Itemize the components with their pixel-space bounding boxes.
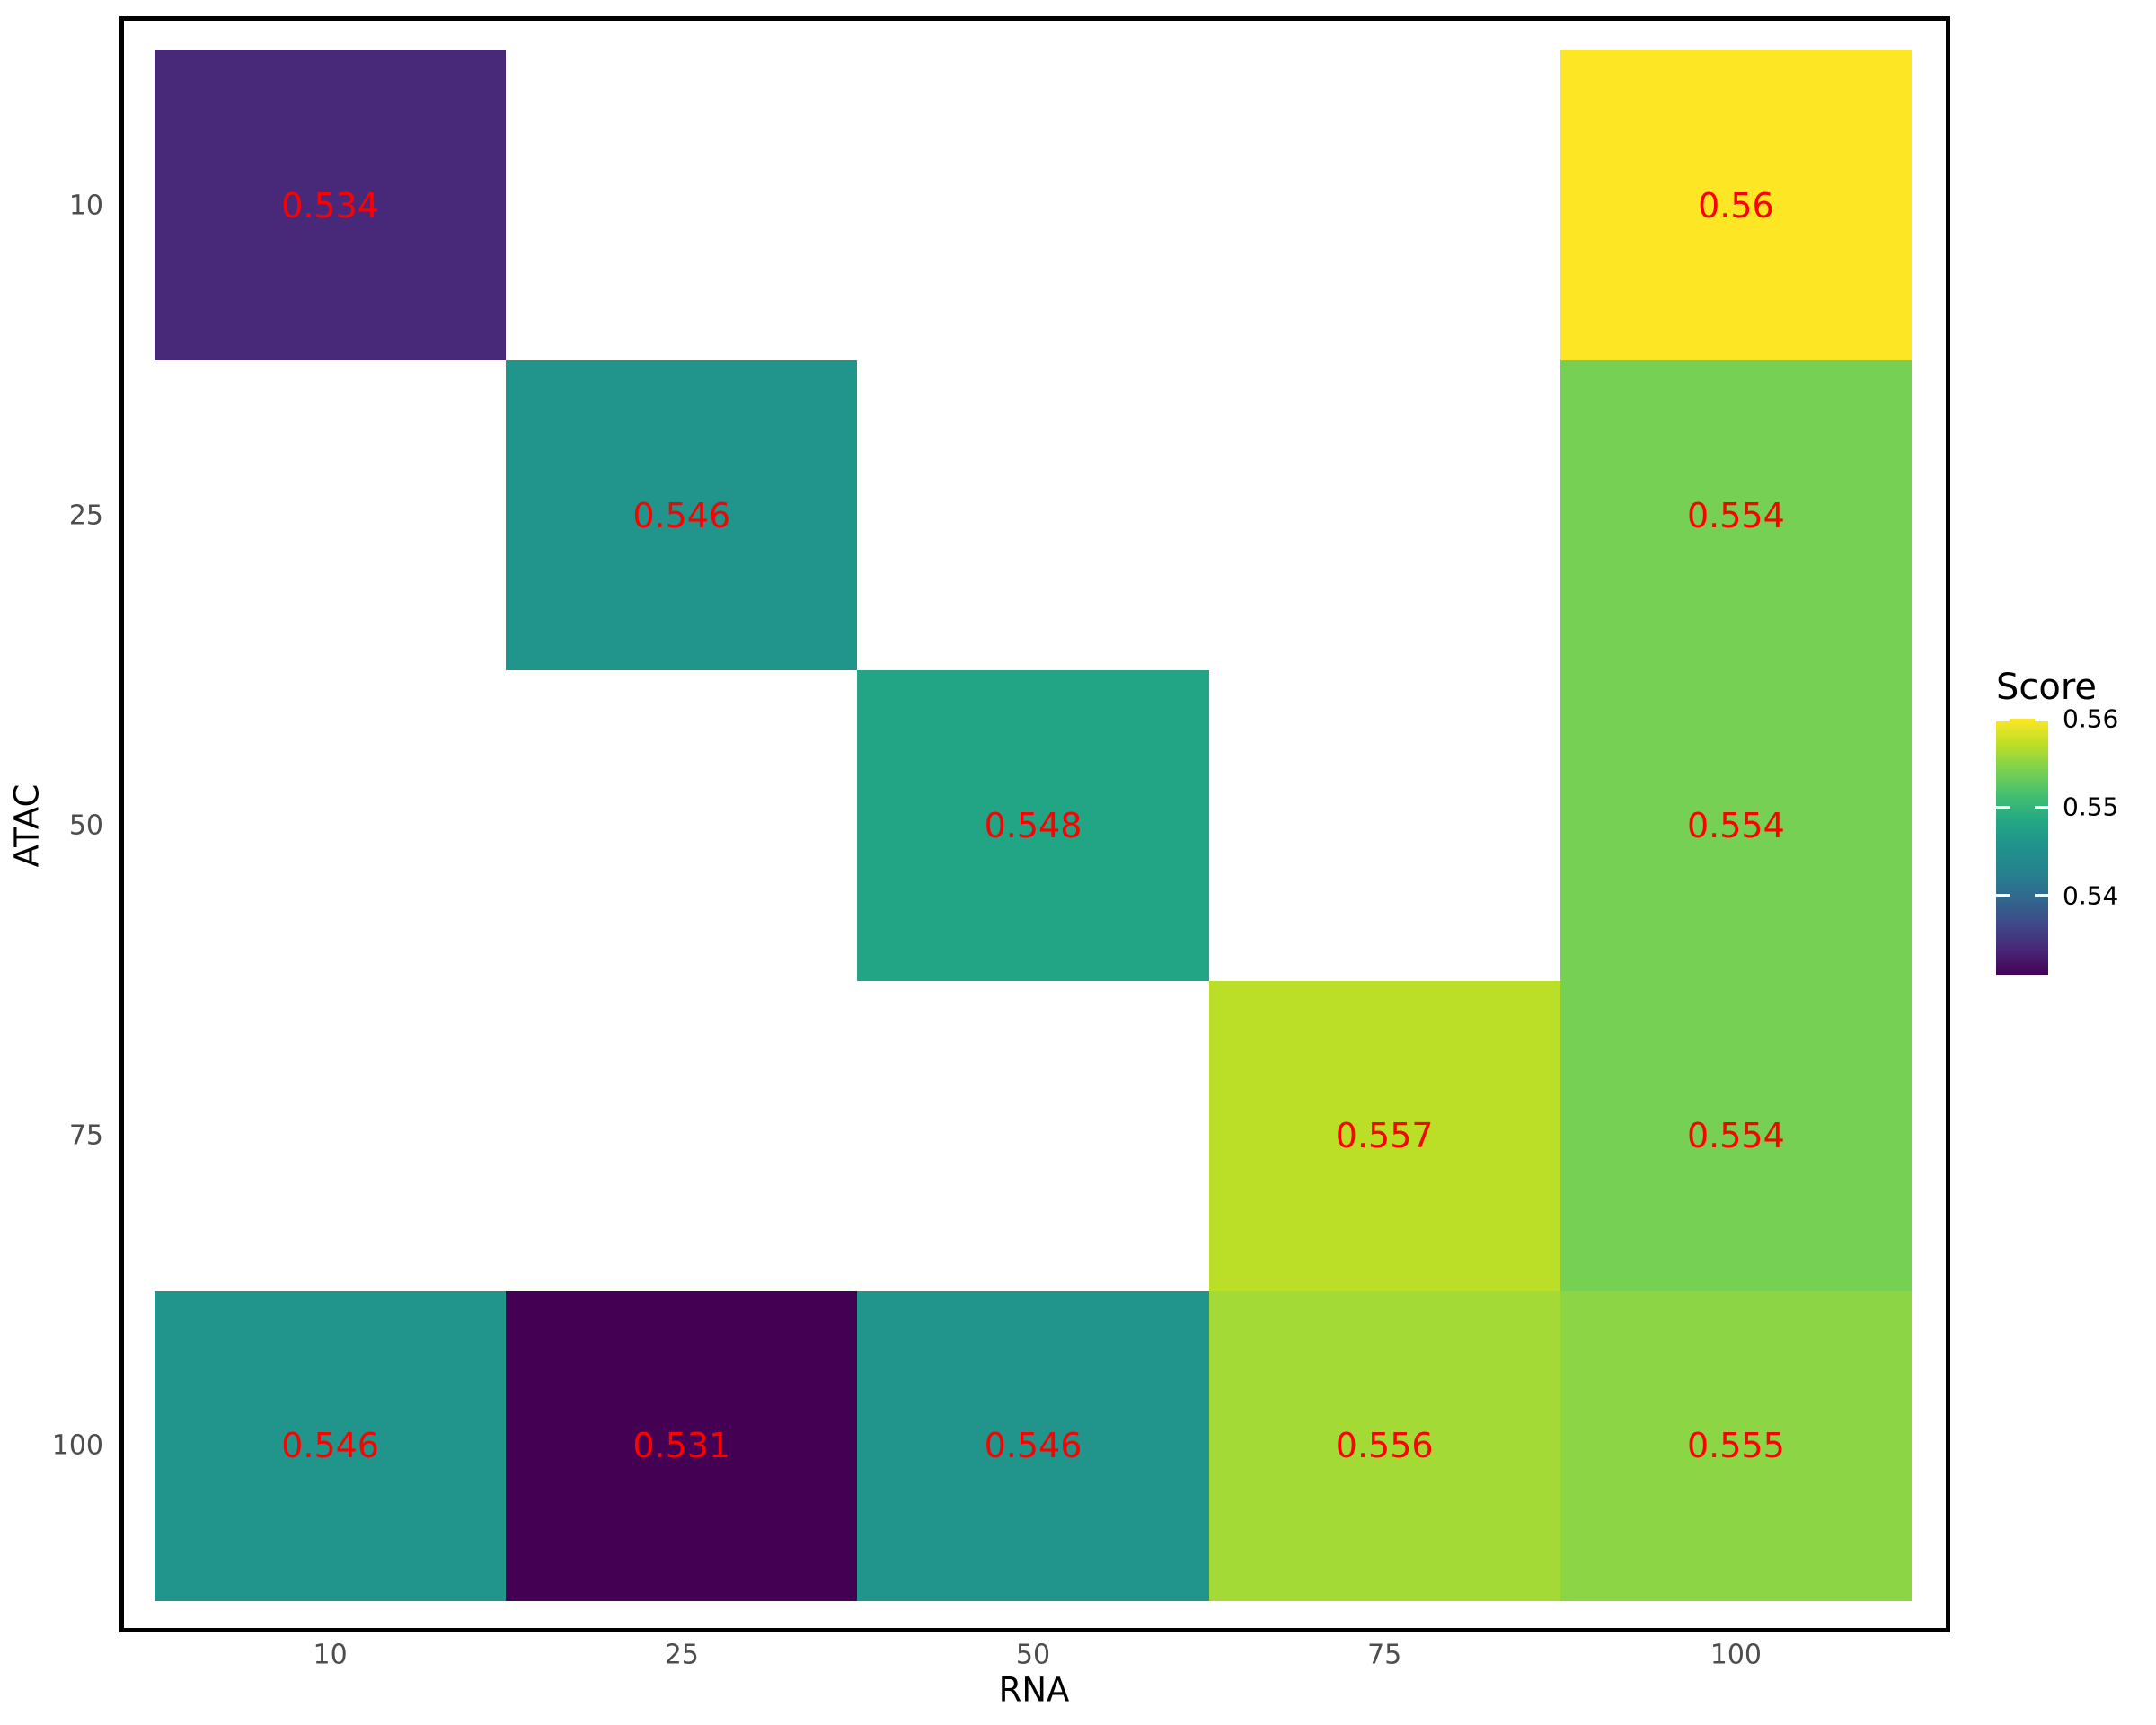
y-axis-title: ATAC [7, 783, 47, 868]
y-tick-label: 25 [68, 500, 103, 532]
heatmap-cell: 0.546 [506, 360, 858, 671]
x-tick-label: 10 [313, 1639, 348, 1671]
heatmap-cell: 0.555 [1560, 1290, 1912, 1601]
cell-value-label: 0.546 [632, 495, 731, 535]
y-tick-label: 10 [68, 190, 103, 222]
y-tick-label: 50 [68, 809, 103, 842]
heatmap-cell: 0.557 [1208, 980, 1560, 1291]
heatmap-cell: 0.546 [155, 1290, 507, 1601]
heatmap-cell: 0.554 [1560, 980, 1912, 1291]
legend-tick-mark [1996, 719, 2010, 721]
cell-value-label: 0.556 [1335, 1426, 1434, 1466]
heatmap-cell: 0.534 [155, 50, 507, 361]
heatmap-cell: 0.56 [1560, 50, 1912, 361]
legend-tick-mark [1996, 894, 2010, 898]
legend-tick-mark [1996, 805, 2010, 809]
cell-value-label: 0.546 [281, 1426, 379, 1466]
heatmap-cell: 0.554 [1560, 360, 1912, 671]
legend-tick-label: 0.54 [2063, 880, 2119, 911]
legend-title: Score [1996, 667, 2098, 708]
x-tick-label: 75 [1367, 1639, 1402, 1671]
y-tick-label: 75 [68, 1119, 103, 1152]
x-tick-label: 25 [664, 1639, 699, 1671]
heatmap-cell: 0.556 [1208, 1290, 1560, 1601]
cell-value-label: 0.554 [1686, 495, 1785, 535]
legend-tick-mark [2035, 894, 2048, 898]
legend-tick-mark [2035, 719, 2048, 721]
y-tick-label: 100 [51, 1429, 103, 1462]
cell-value-label: 0.554 [1686, 1116, 1785, 1156]
x-tick-label: 100 [1710, 1639, 1763, 1671]
cell-value-label: 0.555 [1686, 1426, 1785, 1466]
heatmap-cell: 0.548 [857, 670, 1209, 981]
cell-value-label: 0.56 [1698, 185, 1774, 226]
legend-tick-label: 0.56 [2063, 703, 2119, 734]
heatmap-cell: 0.546 [857, 1290, 1209, 1601]
cell-value-label: 0.531 [632, 1426, 731, 1466]
cell-value-label: 0.534 [281, 185, 379, 226]
x-axis-title: RNA [998, 1670, 1070, 1710]
legend-colorbar [1996, 719, 2048, 975]
heatmap-cell: 0.531 [506, 1290, 858, 1601]
x-tick-label: 50 [1015, 1639, 1051, 1671]
heatmap-cell: 0.554 [1560, 670, 1912, 981]
cell-value-label: 0.546 [984, 1426, 1082, 1466]
cell-value-label: 0.557 [1335, 1116, 1434, 1156]
cell-value-label: 0.548 [984, 805, 1082, 845]
legend-tick-label: 0.55 [2063, 792, 2119, 822]
legend-tick-mark [2035, 805, 2048, 809]
cell-value-label: 0.554 [1686, 805, 1785, 845]
